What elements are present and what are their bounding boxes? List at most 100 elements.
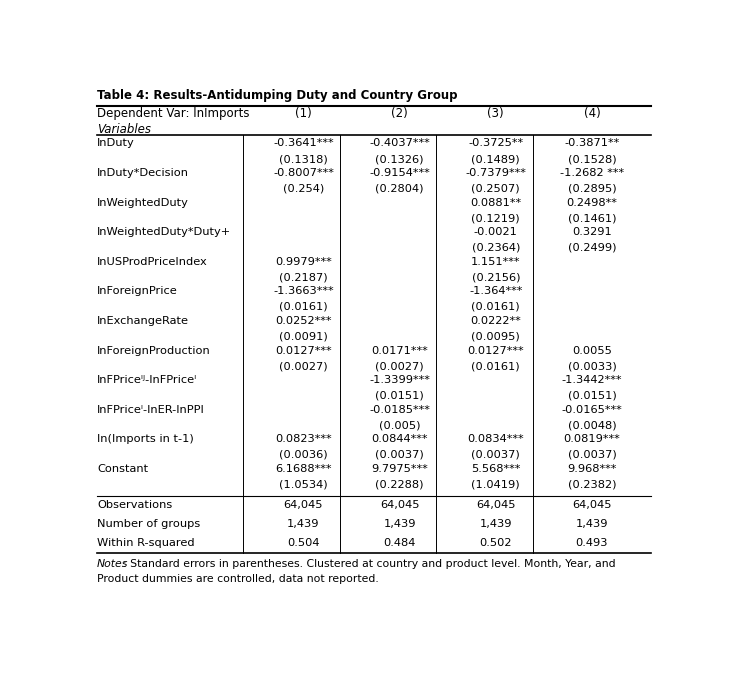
Text: 0.504: 0.504 (287, 538, 320, 548)
Text: (0.0037): (0.0037) (567, 450, 616, 460)
Text: 5.568***: 5.568*** (471, 464, 520, 474)
Text: 0.0055: 0.0055 (572, 346, 612, 356)
Text: (0.1326): (0.1326) (375, 154, 424, 164)
Text: -0.0165***: -0.0165*** (561, 404, 622, 415)
Text: (0.2187): (0.2187) (279, 272, 328, 282)
Text: 1,439: 1,439 (576, 519, 608, 529)
Text: -0.0021: -0.0021 (474, 227, 518, 237)
Text: lnDuty: lnDuty (97, 138, 134, 148)
Text: 64,045: 64,045 (572, 499, 612, 510)
Text: lnDuty*Decision: lnDuty*Decision (97, 168, 189, 178)
Text: Table 4: Results-Antidumping Duty and Country Group: Table 4: Results-Antidumping Duty and Co… (97, 89, 458, 102)
Text: Dependent Var: lnImports: Dependent Var: lnImports (97, 107, 250, 121)
Text: 0.0127***: 0.0127*** (275, 346, 331, 356)
Text: lnUSProdPriceIndex: lnUSProdPriceIndex (97, 257, 207, 267)
Text: 0.9979***: 0.9979*** (275, 257, 331, 267)
Text: 0.3291: 0.3291 (572, 227, 612, 237)
Text: lnFPriceᴵᴶ-lnFPriceᴵ: lnFPriceᴵᴶ-lnFPriceᴵ (97, 375, 197, 385)
Text: (4): (4) (583, 107, 600, 121)
Text: (0.1528): (0.1528) (568, 154, 616, 164)
Text: 0.0127***: 0.0127*** (467, 346, 524, 356)
Text: (0.1318): (0.1318) (279, 154, 328, 164)
Text: (0.0091): (0.0091) (279, 332, 328, 342)
Text: (0.2507): (0.2507) (472, 183, 520, 193)
Text: -1.3663***: -1.3663*** (273, 286, 334, 297)
Text: 64,045: 64,045 (476, 499, 515, 510)
Text: Constant: Constant (97, 464, 148, 474)
Text: (0.2364): (0.2364) (472, 243, 520, 253)
Text: (0.0151): (0.0151) (567, 391, 616, 401)
Text: 0.0222**: 0.0222** (470, 316, 521, 326)
Text: (2): (2) (391, 107, 408, 121)
Text: (0.2382): (0.2382) (568, 479, 616, 489)
Text: (0.1219): (0.1219) (472, 213, 520, 223)
Text: -1.364***: -1.364*** (469, 286, 523, 297)
Text: (1.0419): (1.0419) (472, 479, 520, 489)
Text: 0.502: 0.502 (480, 538, 512, 548)
Text: Within R-squared: Within R-squared (97, 538, 194, 548)
Text: 0.0171***: 0.0171*** (372, 346, 428, 356)
Text: (0.0161): (0.0161) (472, 302, 520, 312)
Text: 9.7975***: 9.7975*** (372, 464, 428, 474)
Text: (0.1489): (0.1489) (472, 154, 520, 164)
Text: (3): (3) (488, 107, 504, 121)
Text: (0.0036): (0.0036) (279, 450, 328, 460)
Text: (0.0033): (0.0033) (567, 361, 616, 371)
Text: lnWeightedDuty: lnWeightedDuty (97, 197, 189, 208)
Text: (0.0037): (0.0037) (472, 450, 520, 460)
Text: 64,045: 64,045 (380, 499, 419, 510)
Text: Product dummies are controlled, data not reported.: Product dummies are controlled, data not… (97, 574, 379, 584)
Text: Observations: Observations (97, 499, 172, 510)
Text: 0.0252***: 0.0252*** (275, 316, 331, 326)
Text: (0.2156): (0.2156) (472, 272, 520, 282)
Text: Variables: Variables (97, 123, 151, 136)
Text: (0.1461): (0.1461) (568, 213, 616, 223)
Text: 1,439: 1,439 (287, 519, 320, 529)
Text: 0.0819***: 0.0819*** (564, 434, 620, 444)
Text: -0.8007***: -0.8007*** (273, 168, 334, 178)
Text: 0.0881**: 0.0881** (470, 197, 521, 208)
Text: (0.0027): (0.0027) (375, 361, 424, 371)
Text: (0.2288): (0.2288) (375, 479, 424, 489)
Text: 0.493: 0.493 (576, 538, 608, 548)
Text: 1,439: 1,439 (383, 519, 416, 529)
Text: (0.0095): (0.0095) (472, 332, 520, 342)
Text: -1.3442***: -1.3442*** (561, 375, 622, 385)
Text: 0.2498**: 0.2498** (566, 197, 618, 208)
Text: 0.0834***: 0.0834*** (467, 434, 524, 444)
Text: 0.0844***: 0.0844*** (372, 434, 428, 444)
Text: -0.3641***: -0.3641*** (273, 138, 334, 148)
Text: 1.151***: 1.151*** (471, 257, 520, 267)
Text: -0.3725**: -0.3725** (468, 138, 523, 148)
Text: lnWeightedDuty*Duty+: lnWeightedDuty*Duty+ (97, 227, 231, 237)
Text: lnForeignProduction: lnForeignProduction (97, 346, 211, 356)
Text: -0.9154***: -0.9154*** (369, 168, 430, 178)
Text: (0.254): (0.254) (283, 183, 324, 193)
Text: -0.4037***: -0.4037*** (369, 138, 430, 148)
Text: -1.2682 ***: -1.2682 *** (560, 168, 624, 178)
Text: 64,045: 64,045 (284, 499, 323, 510)
Text: Notes: Notes (97, 559, 128, 569)
Text: 0.0823***: 0.0823*** (275, 434, 331, 444)
Text: (0.0048): (0.0048) (568, 421, 616, 430)
Text: -0.0185***: -0.0185*** (369, 404, 430, 415)
Text: (0.2895): (0.2895) (568, 183, 616, 193)
Text: (0.005): (0.005) (379, 421, 420, 430)
Text: 0.484: 0.484 (383, 538, 416, 548)
Text: lnFPriceᴵ-lnER-lnPPI: lnFPriceᴵ-lnER-lnPPI (97, 404, 205, 415)
Text: (0.0027): (0.0027) (279, 361, 328, 371)
Text: lnForeignPrice: lnForeignPrice (97, 286, 177, 297)
Text: (0.2499): (0.2499) (568, 243, 616, 253)
Text: (0.0037): (0.0037) (375, 450, 424, 460)
Text: 1,439: 1,439 (480, 519, 512, 529)
Text: ln(Imports in t-1): ln(Imports in t-1) (97, 434, 193, 444)
Text: (0.0161): (0.0161) (472, 361, 520, 371)
Text: (1.0534): (1.0534) (279, 479, 328, 489)
Text: -0.3871**: -0.3871** (564, 138, 620, 148)
Text: Number of groups: Number of groups (97, 519, 200, 529)
Text: (0.0151): (0.0151) (375, 391, 424, 401)
Text: lnExchangeRate: lnExchangeRate (97, 316, 189, 326)
Text: -1.3399***: -1.3399*** (369, 375, 430, 385)
Text: 9.968***: 9.968*** (567, 464, 617, 474)
Text: (0.0161): (0.0161) (279, 302, 328, 312)
